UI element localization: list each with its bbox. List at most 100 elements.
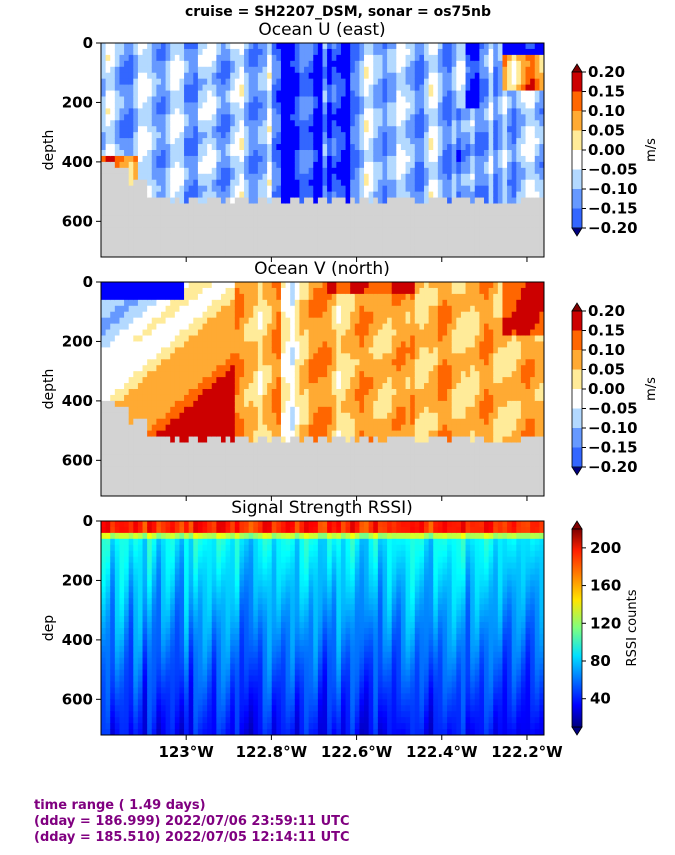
heatmap-cell [470, 90, 476, 98]
plot-frame [100, 42, 545, 258]
heatmap-cell [230, 84, 236, 92]
heatmap-cell [516, 221, 522, 228]
heatmap-cell [534, 132, 540, 139]
heatmap-cell [525, 48, 531, 56]
heatmap-cell [216, 490, 222, 496]
heatmap-cell [156, 424, 162, 432]
heatmap-cell [502, 161, 508, 169]
heatmap-cell [184, 150, 190, 157]
heatmap-cell [207, 353, 213, 360]
heatmap-cell [414, 209, 420, 216]
heatmap-cell [105, 66, 111, 74]
heatmap-cell [377, 173, 384, 181]
heatmap-cell [114, 78, 121, 86]
heatmap-cell [290, 233, 296, 240]
heatmap-cell [474, 251, 480, 257]
heatmap-cell [142, 287, 148, 295]
heatmap-cell [188, 120, 194, 127]
heatmap-cell [188, 114, 194, 121]
heatmap-cell [244, 311, 250, 319]
heatmap-cell [184, 299, 190, 307]
heatmap-cell [262, 484, 268, 491]
heatmap-cell [534, 161, 540, 169]
heatmap-cell [257, 233, 264, 240]
heatmap-cell [456, 90, 462, 98]
heatmap-cell [211, 305, 217, 313]
heatmap-cell [400, 191, 407, 199]
heatmap-cell [248, 84, 254, 92]
heatmap-cell [101, 406, 107, 414]
heatmap-cell [142, 371, 148, 378]
heatmap-cell [211, 478, 217, 485]
heatmap-cell [488, 138, 494, 145]
heatmap-cell [516, 173, 522, 181]
heatmap-cell [460, 161, 467, 169]
heatmap-cell [202, 394, 208, 402]
heatmap-cell [290, 299, 296, 307]
heatmap-cell [216, 466, 222, 473]
heatmap-cell [308, 191, 314, 199]
heatmap-cell [160, 150, 167, 157]
heatmap-cell [142, 233, 148, 240]
heatmap-cell [511, 185, 517, 193]
heatmap-cell [174, 317, 181, 325]
heatmap-cell [110, 66, 116, 74]
heatmap-cell [484, 114, 490, 121]
heatmap-cell [525, 233, 531, 240]
figure-suptitle: cruise = SH2207_DSM, sonar = os75nb [185, 4, 491, 20]
heatmap-cell [225, 48, 231, 56]
heatmap-cell [502, 114, 508, 121]
heatmap-cell [156, 191, 162, 199]
heatmap-cell [322, 54, 328, 62]
heatmap-cell [525, 90, 531, 98]
heatmap-cell [525, 114, 531, 121]
heatmap-cell [484, 144, 490, 151]
heatmap-cell [114, 155, 121, 163]
heatmap-cell [285, 424, 291, 432]
heatmap-cell [119, 400, 125, 408]
heatmap-cell [345, 251, 351, 257]
heatmap-cell [188, 394, 194, 402]
heatmap-cell [267, 132, 273, 139]
heatmap-cell [340, 245, 347, 252]
heatmap-cell [216, 454, 222, 461]
heatmap-cell [101, 233, 107, 240]
heatmap-cell [197, 305, 204, 313]
heatmap-cell [160, 305, 167, 313]
heatmap-cell [197, 215, 204, 222]
heatmap-cell [276, 167, 282, 175]
heatmap-cell [239, 454, 245, 461]
heatmap-cell [271, 102, 277, 109]
heatmap-cell [170, 150, 176, 157]
heatmap-cell [290, 329, 296, 337]
heatmap-cell [414, 173, 420, 181]
heatmap-cell [197, 454, 204, 461]
heatmap-cell [114, 371, 121, 378]
heatmap-cell [244, 323, 250, 331]
heatmap-cell [225, 353, 231, 360]
heatmap-cell [414, 102, 420, 109]
heatmap-cell [239, 287, 245, 295]
heatmap-cell [128, 383, 134, 390]
heatmap-cell [197, 239, 204, 246]
heatmap-cell [267, 66, 273, 74]
heatmap-cell [207, 144, 213, 151]
heatmap-cell [114, 126, 121, 133]
heatmap-cell [133, 323, 139, 331]
heatmap-cell [179, 227, 185, 234]
heatmap-cell [530, 185, 536, 193]
heatmap-cell [428, 54, 434, 62]
heatmap-cell [165, 90, 171, 98]
heatmap-cell [534, 144, 540, 151]
heatmap-cell [331, 150, 337, 157]
heatmap-cell [442, 114, 448, 121]
heatmap-cell [520, 191, 527, 199]
heatmap-cell [359, 197, 365, 205]
heatmap-cell [197, 167, 204, 175]
heatmap-cell [133, 233, 139, 240]
heatmap-cell [262, 96, 268, 104]
heatmap-cell [520, 203, 527, 211]
heatmap-cell [479, 144, 485, 151]
heatmap-cell [220, 377, 227, 384]
heatmap-cell [170, 43, 176, 50]
